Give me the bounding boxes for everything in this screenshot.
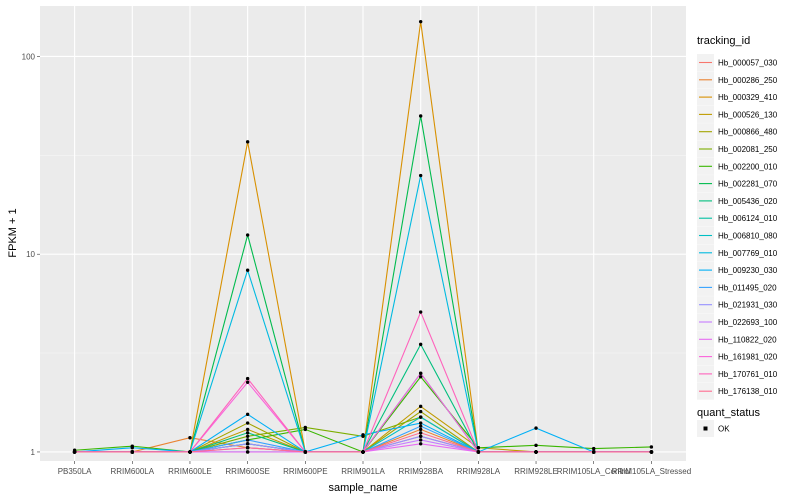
data-points xyxy=(72,19,654,454)
data-point xyxy=(303,450,308,454)
legend2-label: OK xyxy=(718,425,730,434)
data-point xyxy=(188,450,192,454)
x-tick-label: RRIM600LE xyxy=(168,467,212,476)
x-tick-label: RRIM600LA xyxy=(110,467,154,476)
data-point xyxy=(592,446,596,451)
legend2-key-marker xyxy=(703,426,708,431)
data-point xyxy=(418,427,423,432)
legend-label: Hb_011495_020 xyxy=(718,283,777,292)
data-point xyxy=(72,450,77,454)
data-point xyxy=(245,421,250,425)
data-point xyxy=(245,412,250,417)
data-point xyxy=(418,342,423,347)
legend-label: Hb_005436_020 xyxy=(718,197,778,206)
legend2-title: quant_status xyxy=(697,407,760,419)
data-point xyxy=(245,268,250,272)
legend-label: Hb_002200_010 xyxy=(718,162,778,171)
data-point xyxy=(245,427,250,432)
data-point xyxy=(245,431,250,435)
legend-label: Hb_006810_080 xyxy=(718,232,778,241)
data-point xyxy=(592,450,596,454)
legend-label: Hb_000866_480 xyxy=(718,128,778,137)
x-tick-label: RRIM928LE xyxy=(514,467,558,476)
legend-label: Hb_000329_410 xyxy=(718,93,778,102)
data-point xyxy=(245,376,250,381)
y-tick-label: 100 xyxy=(22,52,36,61)
data-point xyxy=(534,450,538,454)
legend-label: Hb_000526_130 xyxy=(718,110,778,119)
data-point xyxy=(649,445,654,449)
y-axis: 1 10 100 xyxy=(22,52,40,457)
legend-label: Hb_000286_250 xyxy=(718,76,778,85)
x-tick-label: RRIM105LA_Stressed xyxy=(612,467,692,476)
legend-label: Hb_110822_020 xyxy=(718,335,777,344)
data-point xyxy=(245,442,250,446)
data-point xyxy=(245,434,250,438)
x-tick-label: RRIM928LA xyxy=(457,467,501,476)
data-point xyxy=(418,404,423,409)
data-point xyxy=(245,380,250,385)
legend-label: Hb_022693_100 xyxy=(718,318,778,327)
data-point xyxy=(245,446,250,450)
data-point xyxy=(418,424,423,428)
data-point xyxy=(245,233,250,237)
legend-label: Hb_002081_250 xyxy=(718,145,778,154)
y-axis-title: FPKM + 1 xyxy=(7,208,19,257)
y-tick-label: 10 xyxy=(26,250,35,259)
data-point xyxy=(245,438,250,442)
x-tick-label: RRIM600PE xyxy=(283,467,327,476)
legend-label: Hb_007769_010 xyxy=(718,249,778,258)
legend-label: Hb_000057_030 xyxy=(718,59,778,68)
x-tick-label: RRIM600SE xyxy=(225,467,269,476)
data-point xyxy=(303,427,308,432)
data-point xyxy=(418,442,423,446)
data-point xyxy=(245,450,250,454)
data-point xyxy=(418,19,423,24)
data-point xyxy=(418,371,423,375)
x-axis: PB350LA RRIM600LA RRIM600LE RRIM600SE RRIM60… xyxy=(58,461,691,476)
data-point xyxy=(418,415,423,419)
y-tick-label: 1 xyxy=(31,448,36,457)
data-point xyxy=(418,421,423,425)
data-point xyxy=(418,310,423,314)
legend-label: Hb_176138_010 xyxy=(718,387,778,396)
data-point xyxy=(418,114,423,118)
x-axis-title: sample_name xyxy=(328,482,397,494)
x-tick-label: RRIM928BA xyxy=(398,467,443,476)
legend: tracking_id Hb_000057_030 Hb_000286_250 Hb… xyxy=(697,35,778,437)
data-point xyxy=(476,446,481,450)
data-point xyxy=(534,443,538,448)
data-point xyxy=(361,450,365,454)
data-point xyxy=(130,446,134,450)
data-point xyxy=(418,434,423,438)
x-tick-label: RRIM105LA_Control xyxy=(557,467,631,476)
data-point xyxy=(361,433,365,437)
legend-label: Hb_009230_030 xyxy=(718,266,778,275)
legend-label: Hb_161981_020 xyxy=(718,353,778,362)
x-tick-label: RRIM901LA xyxy=(341,467,385,476)
data-point xyxy=(649,450,654,454)
data-point xyxy=(534,426,538,430)
data-point xyxy=(418,438,423,442)
data-point xyxy=(418,431,423,435)
legend-label: Hb_170761_010 xyxy=(718,370,778,379)
data-point xyxy=(476,450,481,454)
legend-title: tracking_id xyxy=(697,35,750,47)
x-tick-label: PB350LA xyxy=(58,467,92,476)
legend-label: Hb_021931_030 xyxy=(718,301,778,310)
data-point xyxy=(188,436,192,440)
data-point xyxy=(245,140,250,144)
legend-label: Hb_002281_070 xyxy=(718,180,778,189)
data-point xyxy=(418,375,423,379)
data-point xyxy=(418,409,423,414)
data-point xyxy=(130,450,134,454)
data-point xyxy=(418,173,423,178)
legend-label: Hb_006124_010 xyxy=(718,214,778,223)
